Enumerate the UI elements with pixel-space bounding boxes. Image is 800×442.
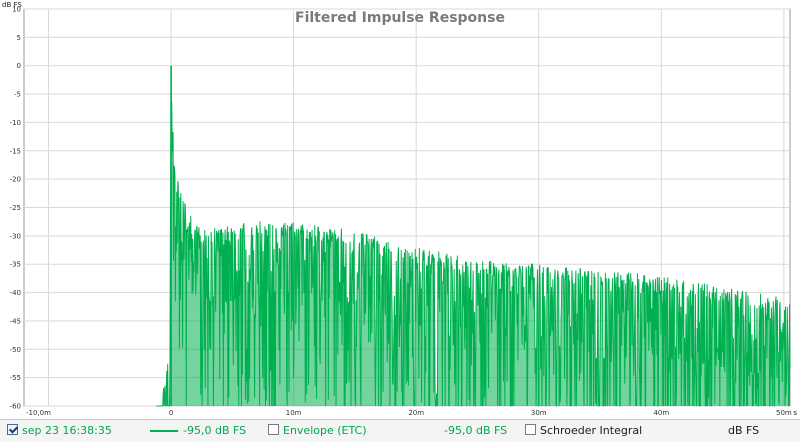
y-tick-label: -30 [10, 232, 21, 240]
x-tick-labels: -10,0m 0 10m 20m 30m 40m 50m [26, 409, 792, 417]
chart-title: Filtered Impulse Response [295, 10, 505, 26]
schroeder-integral-checkbox[interactable] [525, 424, 536, 435]
envelope-etc-checkbox[interactable] [268, 424, 279, 435]
schroeder-integral-label[interactable]: Schroeder Integral [540, 424, 643, 437]
x-tick-label: 10m [286, 409, 302, 417]
series-visibility-checkbox[interactable] [7, 424, 18, 435]
x-tick-label: 30m [531, 409, 547, 417]
series-level-readout: -95,0 dB FS [183, 424, 247, 437]
series-trace-line [156, 65, 791, 407]
units-readout: dB FS [728, 424, 760, 437]
y-tick-label: -20 [10, 176, 21, 184]
x-tick-label: 50m [776, 409, 792, 417]
y-tick-label: -25 [10, 204, 21, 212]
envelope-level-readout: -95,0 dB FS [444, 424, 508, 437]
y-tick-label: 10 [12, 6, 21, 14]
y-tick-labels: 10 5 0 -5 -10 -15 -20 -25 -30 -35 -40 -45 -50 -55 -60 [10, 6, 21, 411]
x-tick-label: 40m [653, 409, 669, 417]
chart-svg[interactable]: 1050-5-10-15-20-25-30-35-40-45-50-55-60 … [0, 0, 800, 419]
x-axis-unit: s [793, 409, 797, 417]
y-tick-label: -10 [10, 119, 21, 127]
series-name-label[interactable]: sep 23 16:38:35 [22, 424, 112, 437]
envelope-etc-label[interactable]: Envelope (ETC) [283, 424, 367, 437]
y-tick-label: -55 [10, 374, 21, 382]
series-color-swatch [150, 430, 178, 432]
x-tick-label: 0 [169, 409, 173, 417]
y-axis-label: dB FS [2, 1, 22, 9]
data-layer [156, 65, 791, 407]
y-tick-label: -60 [10, 403, 21, 411]
y-tick-label: -40 [10, 289, 21, 297]
y-tick-label: -50 [10, 346, 21, 354]
y-tick-label: -15 [10, 147, 21, 155]
legend-bar: sep 23 16:38:35 -95,0 dB FS Envelope (ET… [0, 419, 800, 442]
y-tick-label: 0 [17, 62, 21, 70]
x-tick-label: 20m [408, 409, 424, 417]
y-tick-label: -5 [14, 91, 21, 99]
y-tick-label: 5 [17, 34, 21, 42]
impulse-response-plot[interactable]: 10 5 0 -5 -10 -15 -20 -25 -30 -35 -40 -45 -50 -55 -60 … [0, 0, 800, 419]
y-tick-label: -35 [10, 261, 21, 269]
x-tick-label: -10,0m [26, 409, 51, 417]
y-tick-label: -45 [10, 317, 21, 325]
